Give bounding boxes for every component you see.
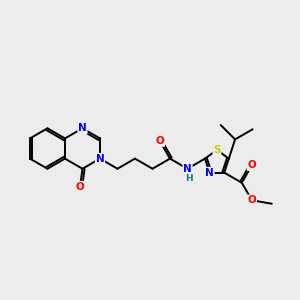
Text: S: S xyxy=(213,145,221,155)
Text: O: O xyxy=(248,195,256,205)
Text: N: N xyxy=(183,164,192,174)
Text: N: N xyxy=(78,123,87,133)
Text: N: N xyxy=(96,154,104,164)
Text: H: H xyxy=(185,174,193,183)
Text: O: O xyxy=(76,182,85,191)
Text: O: O xyxy=(155,136,164,146)
Text: O: O xyxy=(248,160,256,170)
Text: N: N xyxy=(205,168,214,178)
